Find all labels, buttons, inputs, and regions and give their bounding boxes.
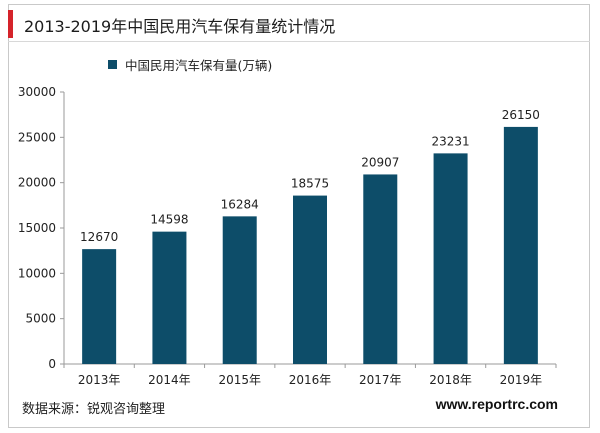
chart-legend: 中国民用汽车保有量(万辆) [108, 56, 273, 73]
page-title: 2013-2019年中国民用汽车保有量统计情况 [24, 17, 336, 36]
bar-data-label: 26150 [502, 108, 540, 122]
y-tick-label: 15000 [18, 221, 56, 235]
x-tick-label: 2019年 [500, 373, 543, 387]
bar [293, 195, 327, 364]
x-tick-label: 2013年 [78, 373, 121, 387]
x-tick-label: 2015年 [218, 373, 261, 387]
bar [433, 153, 468, 364]
legend-label: 中国民用汽车保有量(万辆) [125, 57, 273, 73]
x-tick-label: 2014年 [148, 373, 191, 387]
bar-data-label: 14598 [150, 213, 188, 227]
bar [503, 126, 538, 364]
y-tick-label: 5000 [25, 312, 56, 326]
data-source-note: 数据来源：锐观咨询整理 [22, 402, 166, 417]
y-tick-label: 0 [48, 357, 56, 371]
bar [82, 249, 117, 364]
title-accent-bar [8, 10, 13, 38]
bar-data-label: 18575 [291, 177, 329, 191]
legend-swatch [108, 59, 117, 69]
bar-data-label: 12670 [80, 230, 118, 244]
title-bar: 2013-2019年中国民用汽车保有量统计情况 [8, 4, 590, 42]
bar [222, 216, 257, 364]
bar [363, 174, 398, 364]
y-tick-label: 20000 [18, 176, 56, 190]
x-tick-label: 2017年 [359, 373, 402, 387]
bar-data-label: 23231 [431, 134, 469, 148]
y-tick-label: 25000 [18, 130, 56, 144]
bar-data-label: 16284 [221, 197, 259, 211]
y-tick-label: 10000 [18, 266, 56, 280]
bar-data-label: 20907 [361, 155, 399, 169]
x-tick-label: 2016年 [289, 373, 332, 387]
bar [152, 231, 187, 364]
website-watermark: www.reportrc.com [435, 396, 558, 412]
y-tick-label: 30000 [18, 85, 56, 99]
x-tick-label: 2018年 [429, 373, 472, 387]
